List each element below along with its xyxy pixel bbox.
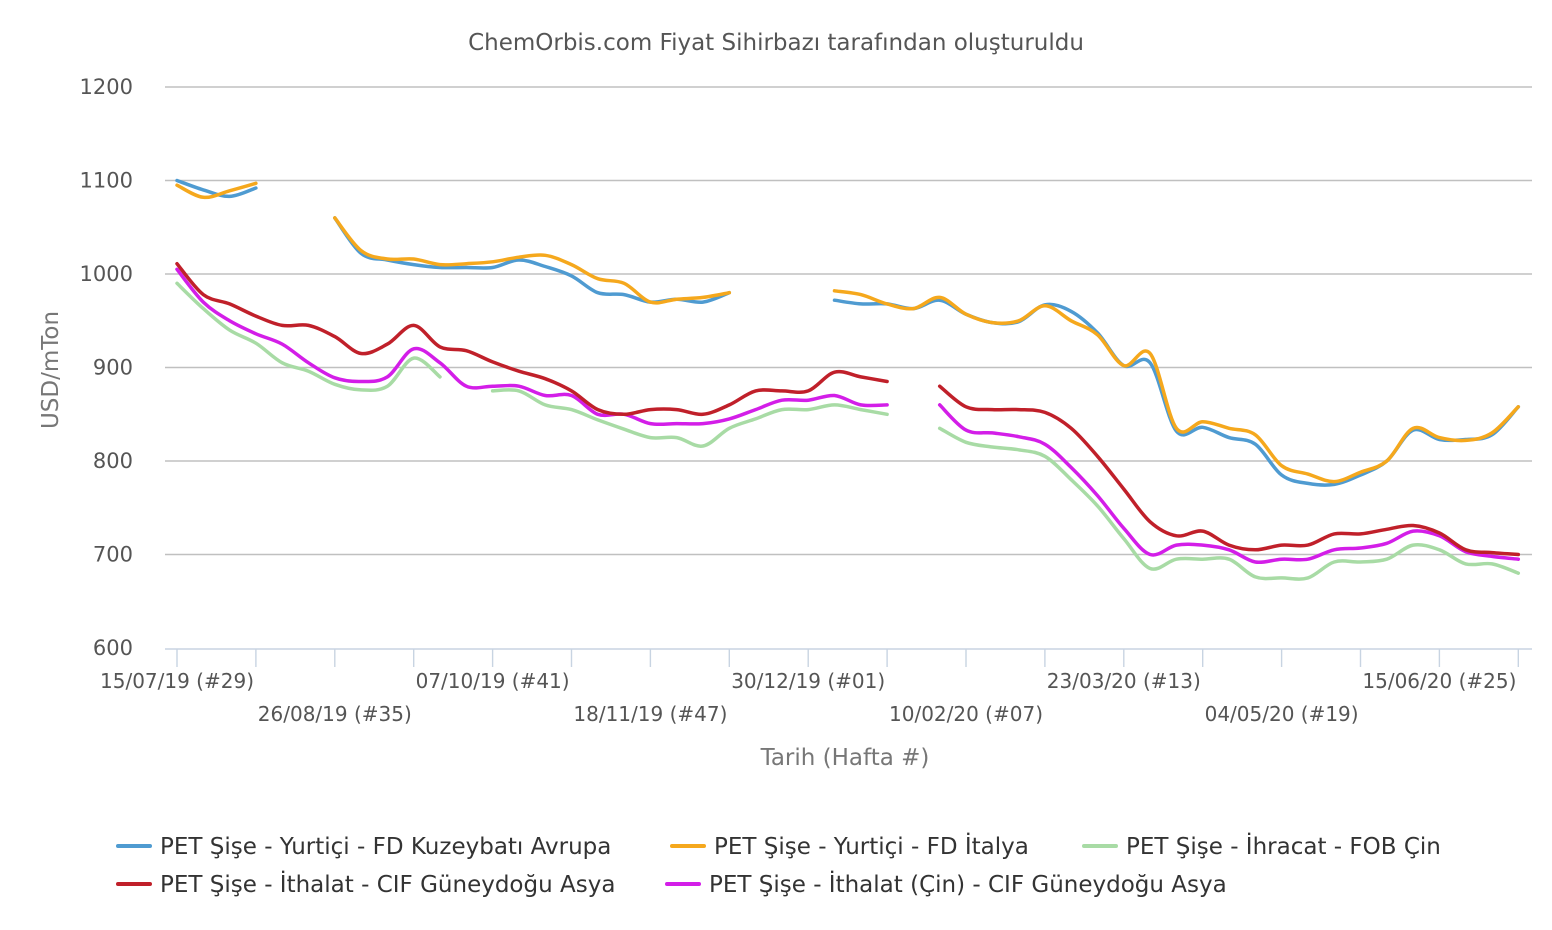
- legend-item[interactable]: PET Şişe - Yurtiçi - FD Kuzeybatı Avrupa: [116, 834, 611, 860]
- grid-layer: [165, 86, 1532, 556]
- x-tick-label: 30/12/19 (#01): [731, 669, 885, 693]
- series-line-3: [175, 281, 1521, 581]
- y-tick-label: 800: [93, 449, 133, 473]
- legend-item[interactable]: PET Şişe - İthalat (Çin) - CIF Güneydoğu…: [665, 870, 1227, 898]
- x-tick-label: 07/10/19 (#41): [416, 669, 570, 693]
- x-tick-label: 04/05/20 (#19): [1205, 702, 1359, 726]
- series-line-1: [175, 178, 1521, 487]
- y-tick-label: 900: [93, 356, 133, 380]
- x-tick-label: 15/06/20 (#25): [1362, 669, 1516, 693]
- x-tick-label: 10/02/20 (#07): [889, 702, 1043, 726]
- series-line-4: [175, 261, 1521, 557]
- series-line-5: [175, 267, 1521, 565]
- legend-label: PET Şişe - İthalat - CIF Güneydoğu Asya: [160, 870, 615, 898]
- legend-label: PET Şişe - Yurtiçi - FD Kuzeybatı Avrupa: [160, 834, 611, 860]
- series-line-2: [175, 181, 1521, 484]
- x-tick-label: 26/08/19 (#35): [258, 702, 412, 726]
- y-tick-label: 600: [93, 636, 133, 660]
- chart-title: ChemOrbis.com Fiyat Sihirbazı tarafından…: [468, 30, 1084, 56]
- y-tick-label: 1100: [80, 169, 133, 193]
- x-tick-label: 18/11/19 (#47): [573, 702, 727, 726]
- x-tick-label: 15/07/19 (#29): [100, 669, 254, 693]
- legend: PET Şişe - Yurtiçi - FD Kuzeybatı Avrupa…: [116, 832, 1441, 898]
- legend-label: PET Şişe - Yurtiçi - FD İtalya: [714, 832, 1029, 860]
- x-tick-label: 23/03/20 (#13): [1047, 669, 1201, 693]
- y-tick-label: 1200: [80, 75, 133, 99]
- series-layer: [175, 178, 1521, 581]
- y-axis-label: USD/mTon: [38, 311, 64, 429]
- legend-item[interactable]: PET Şişe - İhracat - FOB Çin: [1082, 832, 1441, 860]
- legend-item[interactable]: PET Şişe - İthalat - CIF Güneydoğu Asya: [116, 870, 615, 898]
- x-axis: 15/07/19 (#29)26/08/19 (#35)07/10/19 (#4…: [100, 648, 1532, 726]
- y-tick-label: 1000: [80, 262, 133, 286]
- legend-item[interactable]: PET Şişe - Yurtiçi - FD İtalya: [670, 832, 1029, 860]
- y-axis-ticks: 600 700 800 900 1000 1100 1200: [80, 75, 133, 660]
- x-axis-label: Tarih (Hafta #): [760, 745, 930, 771]
- legend-label: PET Şişe - İthalat (Çin) - CIF Güneydoğu…: [709, 870, 1227, 898]
- legend-label: PET Şişe - İhracat - FOB Çin: [1126, 832, 1441, 860]
- y-tick-label: 700: [93, 543, 133, 567]
